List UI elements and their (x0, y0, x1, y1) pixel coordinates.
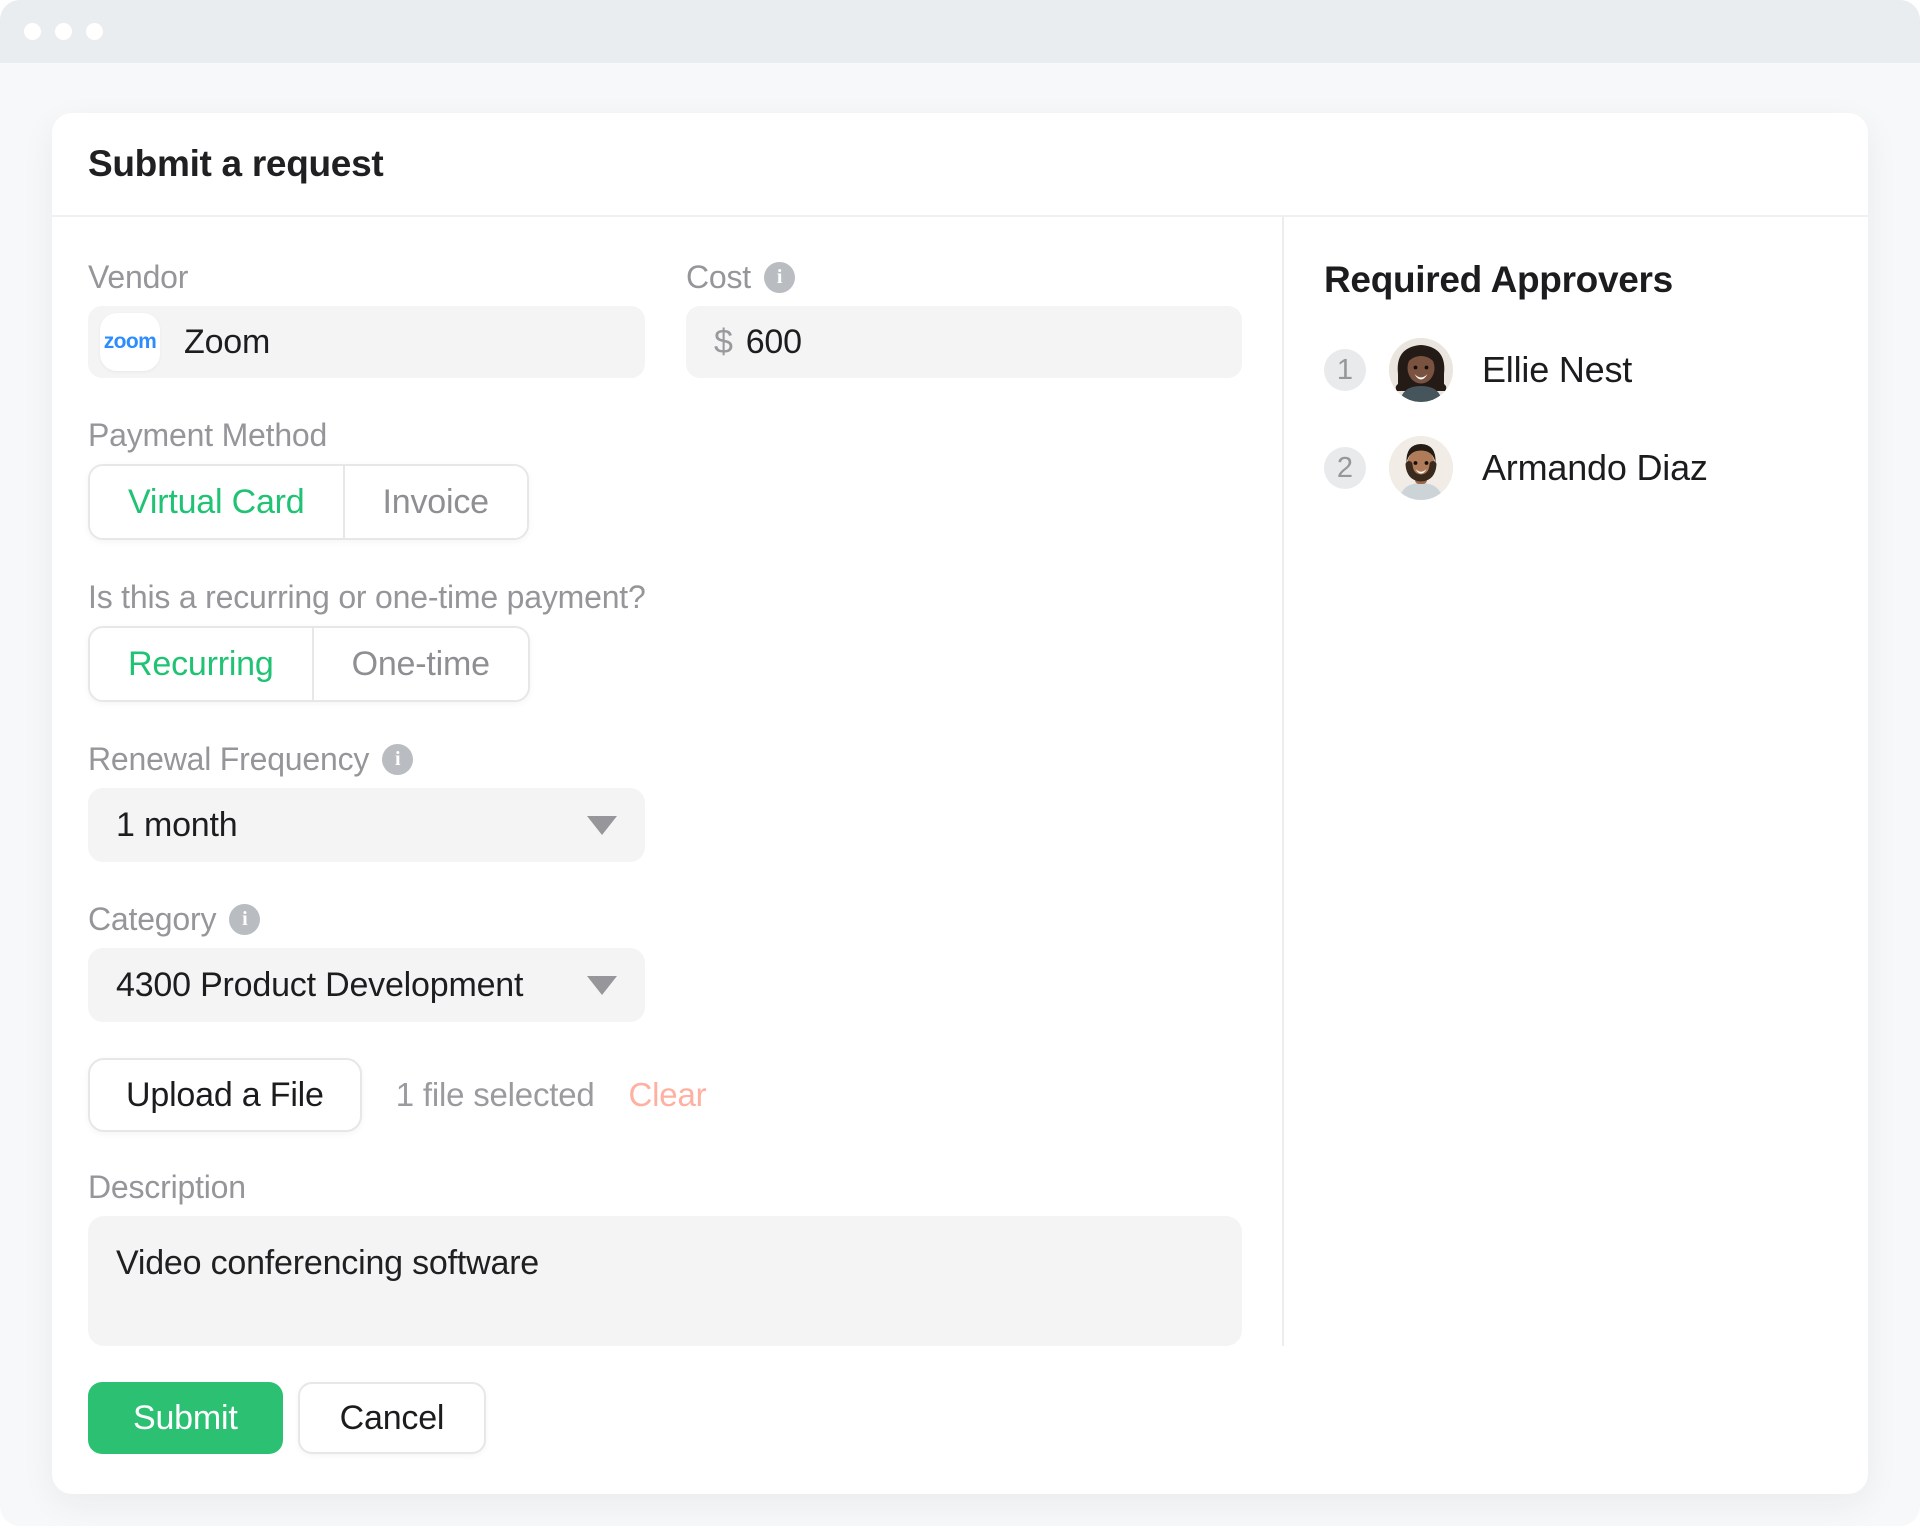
approvers-title: Required Approvers (1324, 259, 1673, 300)
vendor-label: Vendor (88, 259, 189, 295)
payment-method-field: Payment Method Virtual Card Invoice (88, 416, 1242, 540)
currency-symbol: $ (714, 322, 733, 361)
info-icon[interactable]: i (382, 743, 414, 775)
vendor-input[interactable]: zoom Zoom (88, 306, 645, 378)
cost-label: Cost i (686, 258, 1242, 296)
window-controls-bar (0, 0, 1920, 63)
renewal-frequency-value: 1 month (116, 805, 238, 844)
file-selected-status: 1 file selected (395, 1076, 595, 1113)
description-field: Description Video conferencing software (88, 1168, 1242, 1346)
renewal-frequency-label: Renewal Frequency i (88, 740, 1242, 778)
approver-name: Ellie Nest (1482, 349, 1633, 390)
card-header: Submit a request (52, 113, 1868, 217)
page-title: Submit a request (88, 143, 384, 184)
clear-file-link[interactable]: Clear (628, 1076, 707, 1113)
request-form: Vendor zoom Zoom Cost i $ (52, 217, 1282, 1346)
vendor-field: Vendor zoom Zoom (88, 258, 645, 378)
approver-order-badge: 2 (1324, 447, 1366, 489)
cost-value: 600 (745, 322, 802, 361)
recurrence-label: Is this a recurring or one-time payment? (88, 579, 646, 615)
submit-button[interactable]: Submit (88, 1382, 283, 1454)
cost-field: Cost i $ 600 (686, 258, 1242, 378)
window-dot (55, 23, 72, 40)
payment-method-option-virtual-card[interactable]: Virtual Card (90, 466, 345, 538)
form-actions: Submit Cancel (52, 1346, 1868, 1494)
category-value: 4300 Product Development (116, 965, 524, 1004)
category-select[interactable]: 4300 Product Development (88, 948, 645, 1022)
approver-name: Armando Diaz (1482, 447, 1708, 488)
payment-method-label: Payment Method (88, 417, 328, 453)
upload-field: Upload a File 1 file selected Clear (88, 1058, 1242, 1132)
vendor-value: Zoom (184, 322, 271, 361)
submit-request-card: Submit a request Vendor zoom Zoom (52, 113, 1868, 1494)
info-icon[interactable]: i (229, 903, 261, 935)
cost-input[interactable]: $ 600 (686, 306, 1242, 378)
renewal-frequency-select[interactable]: 1 month (88, 788, 645, 862)
recurrence-toggle: Recurring One-time (88, 626, 530, 702)
description-input[interactable]: Video conferencing software (88, 1216, 1242, 1346)
description-label: Description (88, 1169, 246, 1205)
recurrence-field: Is this a recurring or one-time payment?… (88, 578, 1242, 702)
avatar (1389, 436, 1453, 500)
recurrence-option-recurring[interactable]: Recurring (90, 628, 314, 700)
category-label: Category i (88, 900, 1242, 938)
upload-file-button[interactable]: Upload a File (88, 1058, 362, 1132)
window-dot (24, 23, 41, 40)
required-approvers-panel: Required Approvers 1 (1282, 217, 1868, 1346)
payment-method-option-invoice[interactable]: Invoice (344, 466, 527, 538)
card-content: Vendor zoom Zoom Cost i $ (52, 217, 1868, 1346)
window-dot (86, 23, 103, 40)
renewal-frequency-field: Renewal Frequency i 1 month (88, 740, 1242, 862)
cancel-button[interactable]: Cancel (297, 1382, 487, 1454)
recurrence-option-one-time[interactable]: One-time (313, 628, 528, 700)
category-field: Category i 4300 Product Development (88, 900, 1242, 1022)
chevron-down-icon (587, 975, 617, 995)
approver-row: 1 (1324, 338, 1838, 402)
info-icon[interactable]: i (764, 261, 795, 293)
payment-method-toggle: Virtual Card Invoice (88, 464, 529, 540)
zoom-logo-icon: zoom (100, 313, 160, 371)
approver-order-badge: 1 (1324, 349, 1366, 391)
avatar (1389, 338, 1453, 402)
approver-row: 2 (1324, 436, 1838, 500)
chevron-down-icon (587, 815, 617, 835)
